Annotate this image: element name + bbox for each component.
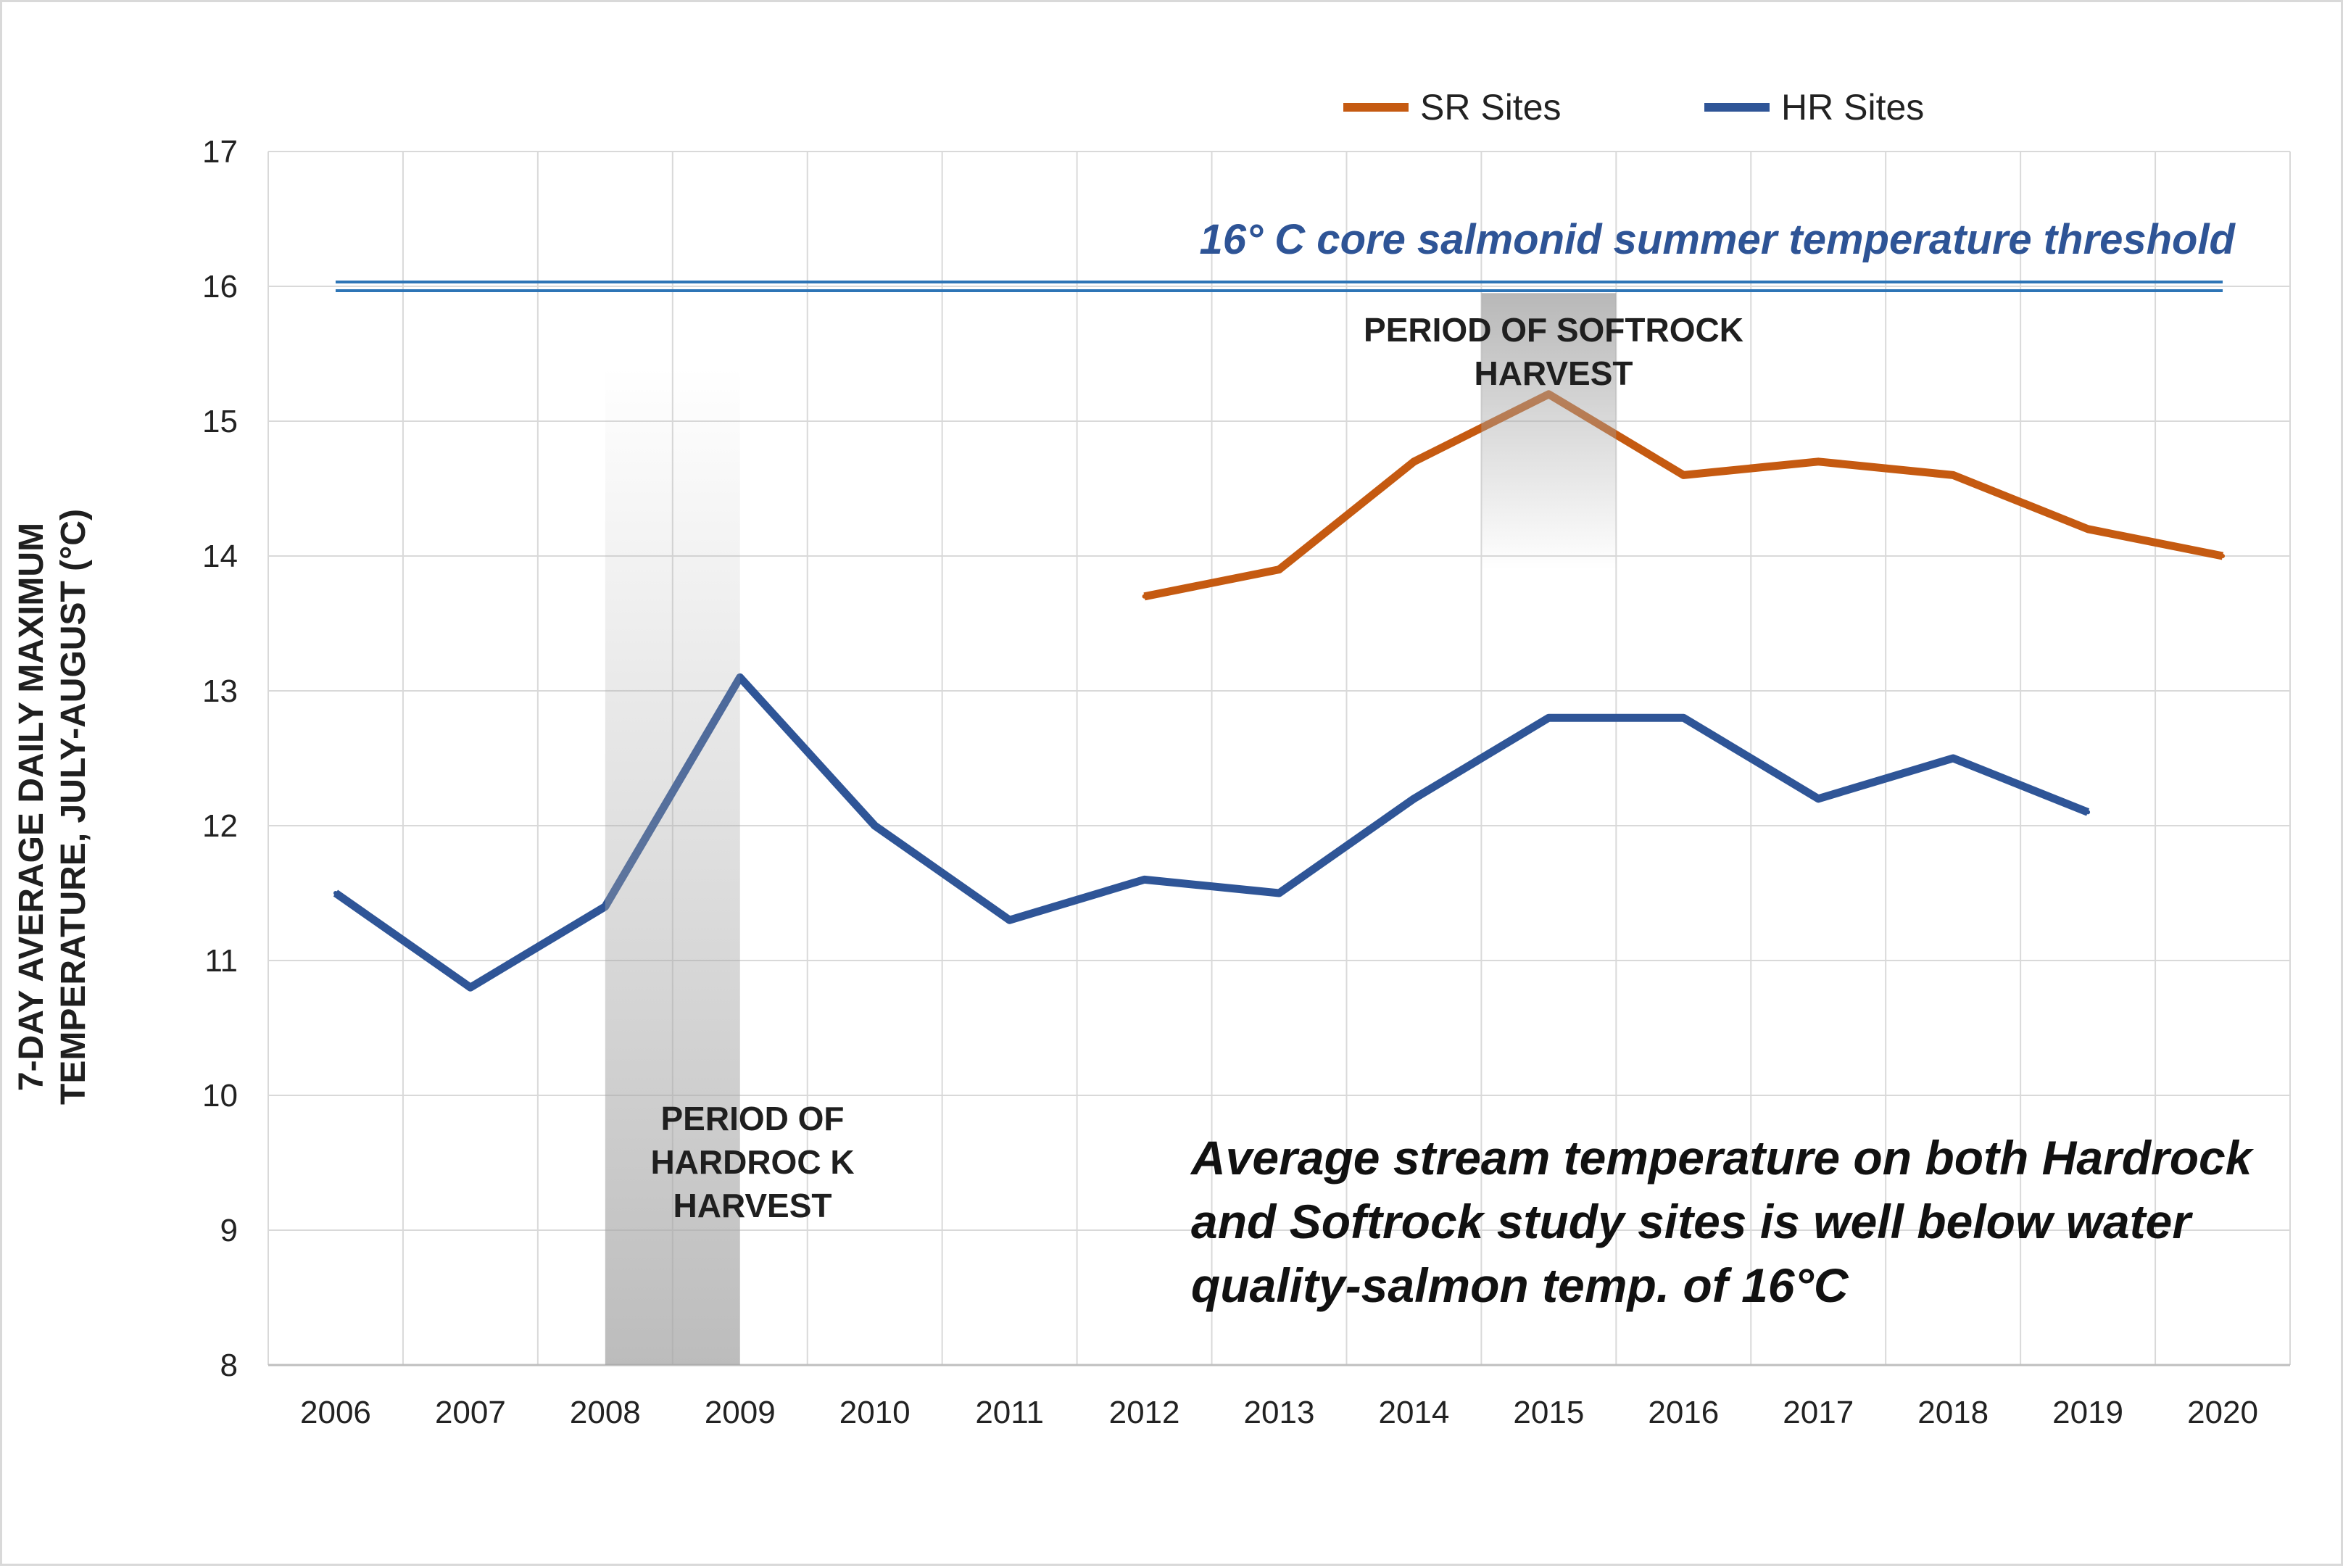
- data-point: [1142, 877, 1147, 882]
- x-tick-label: 2013: [1244, 1395, 1315, 1430]
- y-tick-label: 16: [202, 269, 238, 304]
- data-point: [1546, 715, 1551, 721]
- x-tick-label: 2011: [975, 1395, 1044, 1430]
- x-tick-label: 2016: [1648, 1395, 1719, 1430]
- hardrock-period-label: PERIOD OF HARDROC K HARVEST: [650, 1100, 855, 1224]
- data-point: [1816, 796, 1821, 801]
- legend-item-sr: SR Sites: [1343, 86, 1562, 129]
- data-point: [1681, 473, 1686, 478]
- series-line-sr: [1143, 390, 2224, 601]
- y-tick-label: 11: [204, 943, 238, 979]
- data-point: [2086, 810, 2091, 815]
- softrock-period-band: [1481, 293, 1617, 570]
- y-tick-label: 10: [202, 1078, 238, 1113]
- y-tick-label: 17: [202, 134, 238, 170]
- x-tick-label: 2009: [705, 1395, 776, 1430]
- x-tick-label: 2017: [1783, 1395, 1854, 1430]
- data-point: [333, 891, 338, 895]
- x-tick-label: 2015: [1513, 1395, 1584, 1430]
- data-point: [1951, 756, 1956, 760]
- data-point: [1411, 796, 1417, 801]
- data-point: [2220, 554, 2226, 558]
- y-tick-label: 13: [202, 673, 238, 709]
- threshold-line: [335, 281, 2223, 292]
- data-point: [1816, 459, 1821, 464]
- y-tick-label: 15: [202, 404, 238, 439]
- hardrock-period-band: [605, 367, 740, 1366]
- y-axis-title: 7-DAY AVERAGE DAILY MAXIMUM TEMPERATURE,…: [12, 509, 93, 1105]
- data-point: [1277, 891, 1282, 895]
- legend-label-hr: HR Sites: [1781, 87, 1925, 128]
- y-tick-label: 8: [220, 1348, 238, 1383]
- legend-swatch-sr: [1343, 103, 1409, 112]
- data-point: [1142, 594, 1147, 599]
- data-point: [2086, 526, 2091, 531]
- x-tick-label: 2007: [435, 1395, 506, 1430]
- x-tick-label: 2008: [570, 1395, 641, 1430]
- legend-item-hr: HR Sites: [1704, 86, 1924, 129]
- data-point: [1951, 473, 1956, 478]
- x-tick-label: 2014: [1378, 1395, 1449, 1430]
- data-point: [1007, 918, 1012, 923]
- harvest-period-bands: [605, 293, 1617, 1366]
- chart-annotation: Average stream temperature on both Hardr…: [1191, 1131, 2252, 1312]
- x-tick-label: 2010: [839, 1395, 911, 1430]
- y-tick-label: 14: [202, 539, 238, 574]
- x-tick-label: 2006: [300, 1395, 371, 1430]
- data-point: [872, 824, 877, 828]
- legend-label-sr: SR Sites: [1420, 87, 1562, 128]
- y-tick-label: 9: [220, 1213, 238, 1248]
- data-point: [1411, 459, 1417, 464]
- x-tick-label: 2019: [2052, 1395, 2123, 1430]
- softrock-period-label: PERIOD OF SOFTROCK HARVEST: [1364, 311, 1743, 392]
- data-point: [1681, 715, 1686, 721]
- y-tick-label: 12: [202, 808, 238, 844]
- threshold-label: 16° C core salmonid summer temperature t…: [1199, 216, 2235, 263]
- data-point: [468, 985, 473, 990]
- legend-swatch-hr: [1704, 103, 1770, 112]
- x-tick-label: 2018: [1917, 1395, 1989, 1430]
- x-tick-label: 2020: [2187, 1395, 2258, 1430]
- x-tick-label: 2012: [1109, 1395, 1180, 1430]
- data-point: [1277, 567, 1282, 572]
